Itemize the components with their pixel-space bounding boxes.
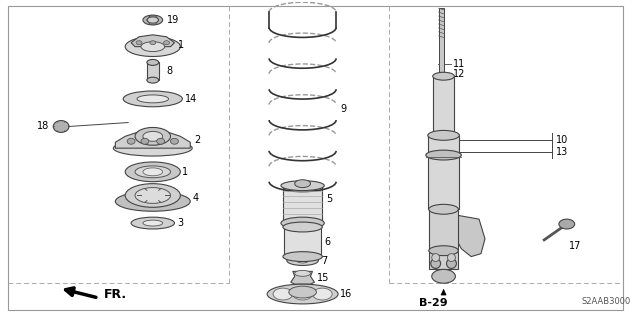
Ellipse shape [143,15,163,25]
Ellipse shape [125,184,180,207]
Ellipse shape [127,138,135,144]
Ellipse shape [295,271,310,276]
Ellipse shape [170,138,179,144]
Ellipse shape [428,130,460,140]
Ellipse shape [447,254,456,262]
Ellipse shape [283,222,323,232]
Polygon shape [115,130,190,148]
Ellipse shape [164,41,170,45]
Text: 5: 5 [326,194,333,204]
Text: FR.: FR. [104,287,127,300]
Ellipse shape [135,188,170,204]
Text: 3: 3 [177,218,184,228]
Ellipse shape [432,254,440,262]
Ellipse shape [147,59,159,65]
Bar [439,8,444,76]
Text: 12: 12 [453,69,466,79]
Bar [284,227,321,256]
Text: 1: 1 [179,40,184,50]
Ellipse shape [295,180,310,188]
Ellipse shape [124,91,182,107]
Ellipse shape [433,72,454,80]
Polygon shape [131,35,175,47]
Text: S2AAB3000: S2AAB3000 [582,297,631,307]
Text: 11: 11 [453,59,466,69]
Text: 8: 8 [166,66,173,76]
Ellipse shape [141,42,164,52]
Bar [429,209,458,251]
Ellipse shape [150,41,156,45]
Bar [147,63,159,80]
Text: 1: 1 [182,167,189,177]
Ellipse shape [136,41,142,45]
Ellipse shape [283,252,323,262]
Ellipse shape [125,162,180,182]
Text: 4: 4 [192,193,198,204]
Ellipse shape [287,256,318,265]
Ellipse shape [431,259,440,268]
Ellipse shape [135,128,170,145]
Ellipse shape [273,288,292,300]
Polygon shape [291,271,314,284]
Ellipse shape [447,259,456,268]
Ellipse shape [312,288,332,300]
Ellipse shape [157,138,164,144]
Ellipse shape [429,204,458,214]
Bar [429,252,458,270]
Text: 15: 15 [317,273,330,283]
Text: 18: 18 [37,122,49,131]
Ellipse shape [131,217,175,229]
Ellipse shape [559,219,575,229]
Ellipse shape [433,131,454,139]
Ellipse shape [289,286,316,298]
Ellipse shape [135,166,170,178]
Ellipse shape [429,246,458,256]
Ellipse shape [432,270,456,283]
Ellipse shape [143,168,163,176]
Ellipse shape [426,150,461,160]
Ellipse shape [292,288,312,300]
Ellipse shape [297,258,308,263]
Ellipse shape [281,181,324,190]
Ellipse shape [137,95,168,103]
Bar [283,186,323,223]
Text: 14: 14 [186,94,198,104]
Text: 6: 6 [324,237,330,247]
Polygon shape [451,214,485,256]
Ellipse shape [267,284,338,304]
Ellipse shape [143,131,163,141]
Ellipse shape [113,140,192,156]
Ellipse shape [115,191,190,211]
Ellipse shape [147,77,159,83]
Ellipse shape [141,138,149,144]
Text: 13: 13 [556,147,568,157]
Ellipse shape [53,121,69,132]
Text: 10: 10 [556,135,568,145]
Text: 17: 17 [569,241,581,251]
Text: B-29: B-29 [419,298,448,308]
Text: 19: 19 [166,15,179,25]
Text: 16: 16 [340,289,352,299]
Text: 9: 9 [340,104,346,114]
Ellipse shape [125,37,180,56]
Bar [433,76,454,135]
Text: 2: 2 [194,135,200,145]
Ellipse shape [147,17,159,23]
Ellipse shape [143,220,163,226]
Bar [428,135,460,209]
Text: 7: 7 [321,256,328,265]
Ellipse shape [281,217,324,229]
